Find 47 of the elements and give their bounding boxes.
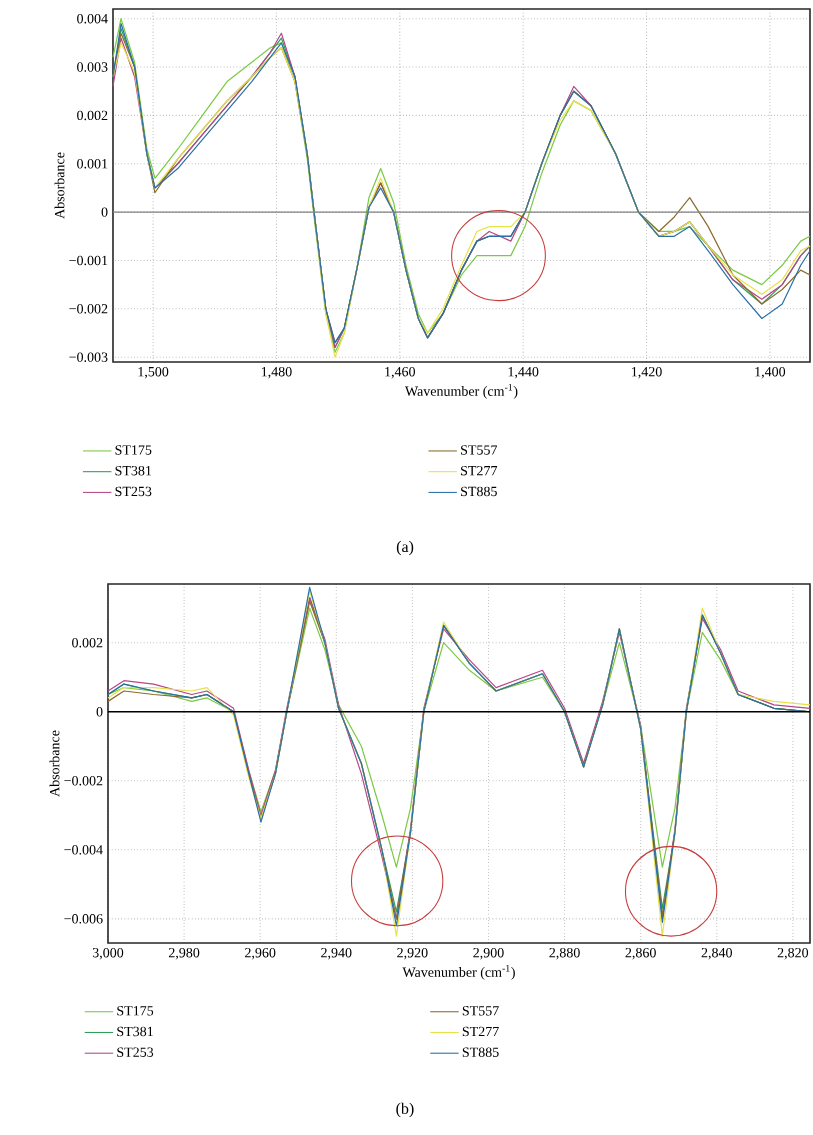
text: (b) — [396, 1102, 414, 1118]
legend-label: ST381 — [117, 1026, 153, 1037]
x-tick-label: 2,880 — [549, 947, 580, 960]
x-axis-title: Wavenumber (cm$^{-1}$) — [402, 964, 515, 980]
y-tick-label: −0.002 — [69, 304, 108, 314]
y-tick-label: 0 — [96, 707, 103, 717]
x-tick-label: 1,480 — [261, 366, 292, 379]
x-tick-label: 3,000 — [92, 947, 124, 960]
legend-label: ST175 — [115, 445, 152, 455]
x-tick-label: 2,860 — [625, 947, 656, 960]
legend-label: ST557 — [460, 445, 497, 455]
legend-label: ST277 — [462, 1026, 499, 1037]
x-tick-label: 1,460 — [385, 366, 415, 379]
y-tick-label: 0.001 — [76, 159, 108, 169]
y-tick-label: −0.006 — [64, 914, 103, 924]
x-tick-label: 2,920 — [397, 947, 428, 960]
legend-label: ST885 — [462, 1047, 499, 1057]
x-tick-label: 1,500 — [138, 366, 169, 379]
y-tick-label: 0.004 — [76, 13, 108, 24]
x-tick-label: 1,420 — [631, 366, 662, 379]
x-tick-label: 1,440 — [508, 366, 539, 379]
legend-label: ST277 — [460, 466, 497, 476]
text: (a) — [396, 540, 414, 556]
y-tick-label: 0.002 — [71, 637, 103, 648]
x-tick-label: 2,900 — [473, 947, 504, 960]
y-tick-label: −0.002 — [64, 776, 103, 786]
legend-label: ST253 — [117, 1047, 154, 1057]
y-tick-label: 0.003 — [76, 62, 108, 72]
y-axis-title: Absorbance — [54, 152, 65, 219]
legend-label: ST253 — [115, 486, 152, 497]
y-tick-label: 0.002 — [76, 110, 108, 121]
y-tick-label: 0 — [101, 207, 108, 217]
x-tick-label: 1,400 — [755, 366, 785, 379]
y-tick-label: −0.001 — [69, 255, 108, 266]
x-tick-label: 2,820 — [777, 947, 808, 960]
legend-label: ST381 — [115, 465, 151, 476]
y-tick-label: −0.003 — [69, 352, 108, 362]
y-tick-label: −0.004 — [64, 845, 103, 855]
legend-label: ST175 — [117, 1006, 154, 1016]
x-tick-label: 2,940 — [321, 947, 352, 960]
legend-label: ST885 — [460, 486, 497, 497]
x-tick-label: 2,960 — [244, 947, 276, 960]
legend-label: ST557 — [462, 1006, 499, 1016]
x-axis-title: Wavenumber (cm$^{-1}$) — [404, 383, 518, 399]
y-axis-title: Absorbance — [49, 730, 60, 797]
x-tick-label: 2,980 — [168, 947, 200, 960]
x-tick-label: 2,840 — [701, 947, 732, 960]
